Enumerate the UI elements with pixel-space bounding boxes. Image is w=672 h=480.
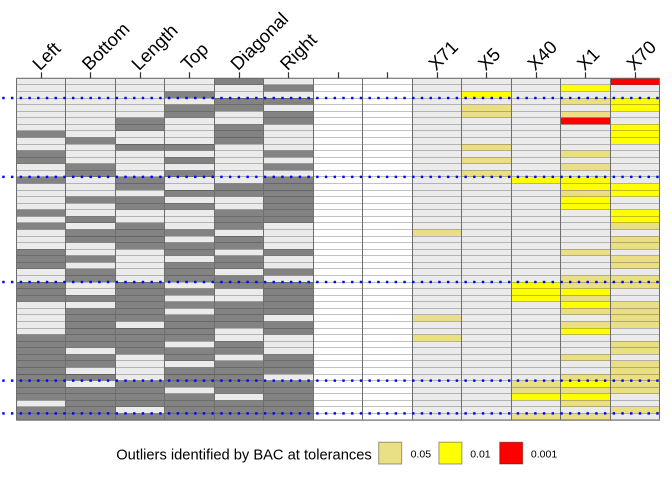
- svg-text:0.01: 0.01: [470, 449, 491, 461]
- svg-text:Outliers identified by BAC at: Outliers identified by BAC at tolerances: [116, 447, 372, 463]
- svg-text:0.05: 0.05: [411, 449, 432, 461]
- svg-text:0.001: 0.001: [531, 449, 557, 461]
